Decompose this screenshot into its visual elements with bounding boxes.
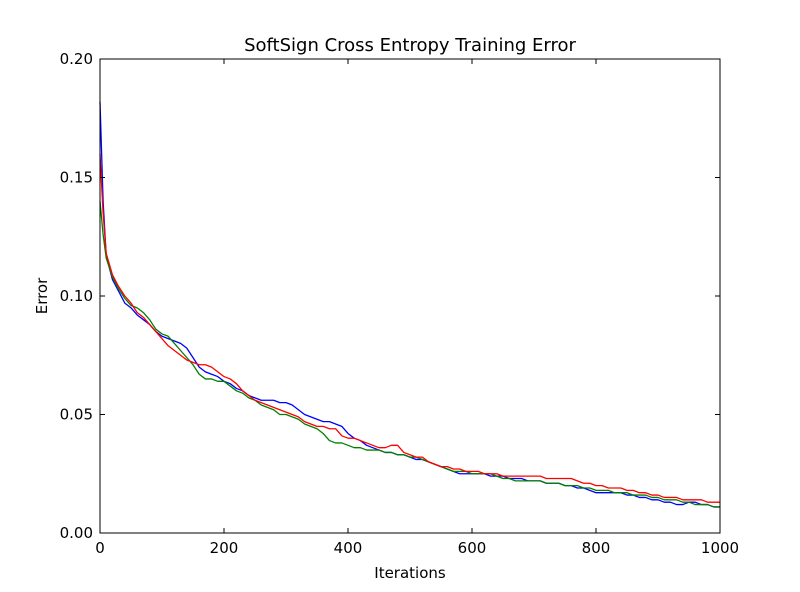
y-tick-label: 0.05 (60, 406, 93, 424)
plot-area (99, 101, 720, 508)
x-tick-label: 200 (210, 539, 239, 557)
y-tick-label: 0.15 (60, 169, 93, 187)
axes-frame (99, 58, 721, 534)
x-tick-label: 0 (95, 539, 105, 557)
x-tick-label: 1000 (701, 539, 739, 557)
y-tick-label: 0.10 (60, 287, 93, 305)
series-line-3 (99, 153, 720, 503)
y-tick-label: 0.00 (60, 524, 93, 542)
x-axis-title: Iterations (374, 564, 446, 582)
x-tick-label: 600 (458, 539, 487, 557)
chart-title: SoftSign Cross Entropy Training Error (244, 35, 576, 56)
series-line-2 (99, 201, 720, 508)
axis-ticks: 0 200 400 600 800 1000 0.00 0.05 0.10 0.15 0.20 (60, 50, 740, 557)
x-tick-label: 400 (334, 539, 363, 557)
y-tick-label: 0.20 (60, 50, 93, 68)
y-axis-title: Error (33, 277, 51, 314)
x-tick-label: 800 (582, 539, 611, 557)
